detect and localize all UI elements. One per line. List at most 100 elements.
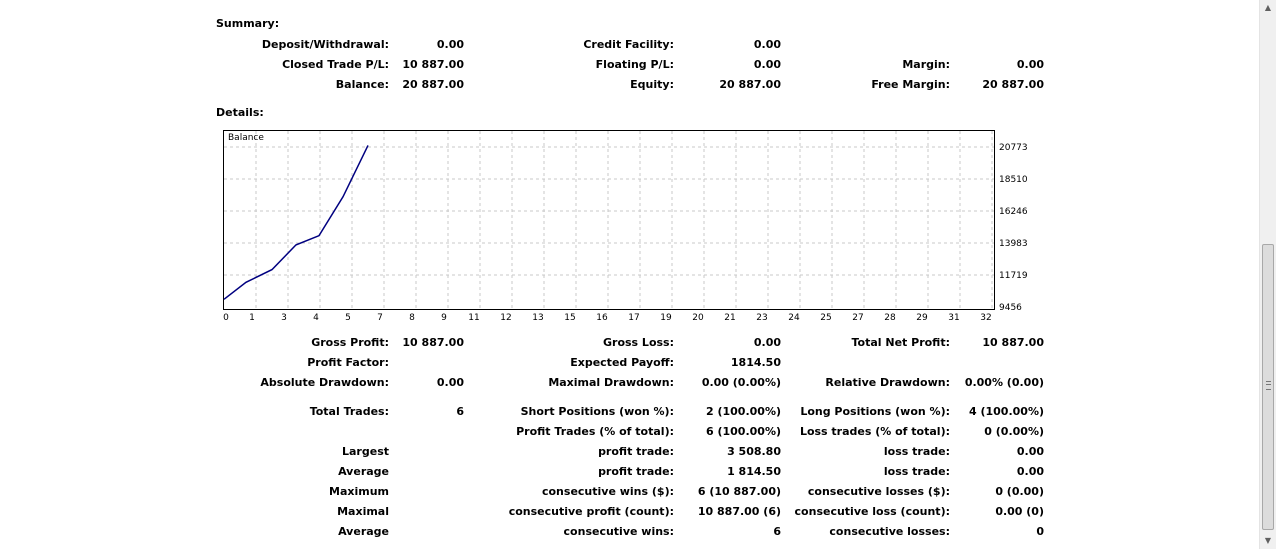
deposit-label: Deposit/Withdrawal: (261, 37, 389, 51)
margin-value: 0.00 (1016, 57, 1044, 71)
chart-x-tick-label: 23 (756, 313, 767, 323)
chart-x-tick-label: 12 (500, 313, 511, 323)
loss-trades-label: Loss trades (% of total): (799, 424, 950, 438)
short-positions-value: 2 (100.00%) (705, 404, 781, 418)
grip-icon (1266, 381, 1271, 390)
closed-pl-value: 10 887.00 (402, 57, 464, 71)
chart-x-tick-label: 3 (281, 313, 287, 323)
margin-label: Margin: (902, 57, 950, 71)
balance-chart (223, 130, 995, 310)
absolute-drawdown-value: 0.00 (436, 375, 464, 389)
stats-table-1: Gross Profit: 10 887.00 Gross Loss: 0.00… (216, 332, 1044, 392)
maximal-drawdown-value: 0.00 (0.00%) (701, 375, 781, 389)
scroll-down-icon[interactable]: ▼ (1264, 536, 1272, 545)
balance-value: 20 887.00 (402, 77, 464, 91)
largest-profit-label: profit trade: (598, 444, 674, 458)
chart-x-tick-label: 11 (468, 313, 479, 323)
balance-label: Balance: (335, 77, 389, 91)
stats-row: Largest profit trade: 3 508.80 loss trad… (216, 441, 1044, 461)
largest-profit-value: 3 508.80 (727, 444, 781, 458)
stats-row: Maximum consecutive wins ($): 6 (10 887.… (216, 481, 1044, 501)
chart-x-tick-label: 28 (884, 313, 896, 323)
max-cons-wins-value: 6 (10 887.00) (697, 484, 781, 498)
average-label: Average (338, 464, 389, 478)
chart-x-tick-label: 9 (441, 313, 447, 323)
closed-pl-label: Closed Trade P/L: (282, 57, 389, 71)
chart-x-tick-label: 24 (788, 313, 800, 323)
stats-row: Maximal consecutive profit (count): 10 8… (216, 501, 1044, 521)
stats-row: Total Trades: 6 Short Positions (won %):… (216, 401, 1044, 421)
gross-loss-value: 0.00 (753, 335, 781, 349)
max-cons-losses-label: consecutive losses ($): (807, 484, 950, 498)
chart-x-tick-label: 27 (852, 313, 863, 323)
stats-row: Profit Trades (% of total): 6 (100.00%) … (216, 421, 1044, 441)
vertical-scrollbar[interactable]: ▲ ▼ (1259, 0, 1276, 549)
summary-row: Closed Trade P/L: 10 887.00 Floating P/L… (216, 54, 1044, 74)
scroll-thumb[interactable] (1262, 244, 1274, 530)
free-margin-value: 20 887.00 (982, 77, 1044, 91)
summary-title: Summary: (216, 17, 280, 30)
largest-loss-value: 0.00 (1016, 444, 1044, 458)
largest-loss-label: loss trade: (883, 444, 950, 458)
deposit-value: 0.00 (436, 37, 464, 51)
chart-y-tick-label: 11719 (999, 271, 1028, 281)
average-profit-value: 1 814.50 (727, 464, 781, 478)
expected-payoff-label: Expected Payoff: (570, 355, 674, 369)
chart-title: Balance (228, 133, 264, 143)
profit-factor-value (389, 352, 464, 372)
total-trades-label: Total Trades: (309, 404, 389, 418)
stats-row: Absolute Drawdown: 0.00 Maximal Drawdown… (216, 372, 1044, 392)
maximum-label: Maximum (329, 484, 389, 498)
chart-x-tick-label: 7 (377, 313, 383, 323)
loss-trades-value: 0 (0.00%) (984, 424, 1044, 438)
equity-value: 20 887.00 (719, 77, 781, 91)
profit-trades-value: 6 (100.00%) (705, 424, 781, 438)
floating-pl-value: 0.00 (753, 57, 781, 71)
summary-table: Deposit/Withdrawal: 0.00 Credit Facility… (216, 34, 1044, 94)
average-loss-value: 0.00 (1016, 464, 1044, 478)
chart-x-tick-label: 19 (660, 313, 672, 323)
credit-value: 0.00 (753, 37, 781, 51)
total-net-profit-value: 10 887.00 (982, 335, 1044, 349)
profit-trades-label: Profit Trades (% of total): (516, 424, 674, 438)
chart-y-tick-label: 13983 (999, 239, 1028, 249)
avg-cons-wins-label: consecutive wins: (563, 524, 674, 538)
maximal-cons-profit-value: 10 887.00 (6) (697, 504, 781, 518)
chart-y-tick-label: 20773 (999, 143, 1028, 153)
gross-profit-label: Gross Profit: (311, 335, 389, 349)
chart-x-tick-label: 5 (345, 313, 351, 323)
total-trades-value: 6 (456, 404, 464, 418)
scroll-up-icon[interactable]: ▲ (1264, 3, 1272, 12)
chart-x-tick-label: 0 (223, 313, 229, 323)
absolute-drawdown-label: Absolute Drawdown: (260, 375, 389, 389)
maximal-cons-loss-value: 0.00 (0) (995, 504, 1044, 518)
chart-x-tick-label: 29 (916, 313, 928, 323)
equity-label: Equity: (630, 77, 674, 91)
chart-x-tick-label: 13 (532, 313, 543, 323)
total-net-profit-label: Total Net Profit: (851, 335, 951, 349)
chart-x-tick-label: 16 (596, 313, 608, 323)
chart-balance-line (223, 145, 369, 300)
gross-profit-value: 10 887.00 (402, 335, 464, 349)
maximal-label: Maximal (337, 504, 389, 518)
stats-row: Gross Profit: 10 887.00 Gross Loss: 0.00… (216, 332, 1044, 352)
expected-payoff-value: 1814.50 (730, 355, 781, 369)
credit-label: Credit Facility: (583, 37, 674, 51)
profit-factor-label: Profit Factor: (307, 355, 389, 369)
average2-label: Average (338, 524, 389, 538)
chart-x-tick-label: 25 (820, 313, 831, 323)
chart-x-tick-label: 32 (980, 313, 991, 323)
chart-x-tick-label: 31 (948, 313, 959, 323)
chart-x-tick-label: 4 (313, 313, 319, 323)
gross-loss-label: Gross Loss: (603, 335, 674, 349)
chart-x-tick-label: 8 (409, 313, 415, 323)
chart-x-tick-label: 20 (692, 313, 704, 323)
floating-pl-label: Floating P/L: (595, 57, 674, 71)
relative-drawdown-value: 0.00% (0.00) (964, 375, 1044, 389)
maximal-drawdown-label: Maximal Drawdown: (548, 375, 674, 389)
avg-cons-wins-value: 6 (773, 524, 781, 538)
avg-cons-losses-label: consecutive losses: (829, 524, 950, 538)
chart-x-tick-label: 1 (249, 313, 255, 323)
chart-y-tick-label: 16246 (999, 207, 1028, 217)
